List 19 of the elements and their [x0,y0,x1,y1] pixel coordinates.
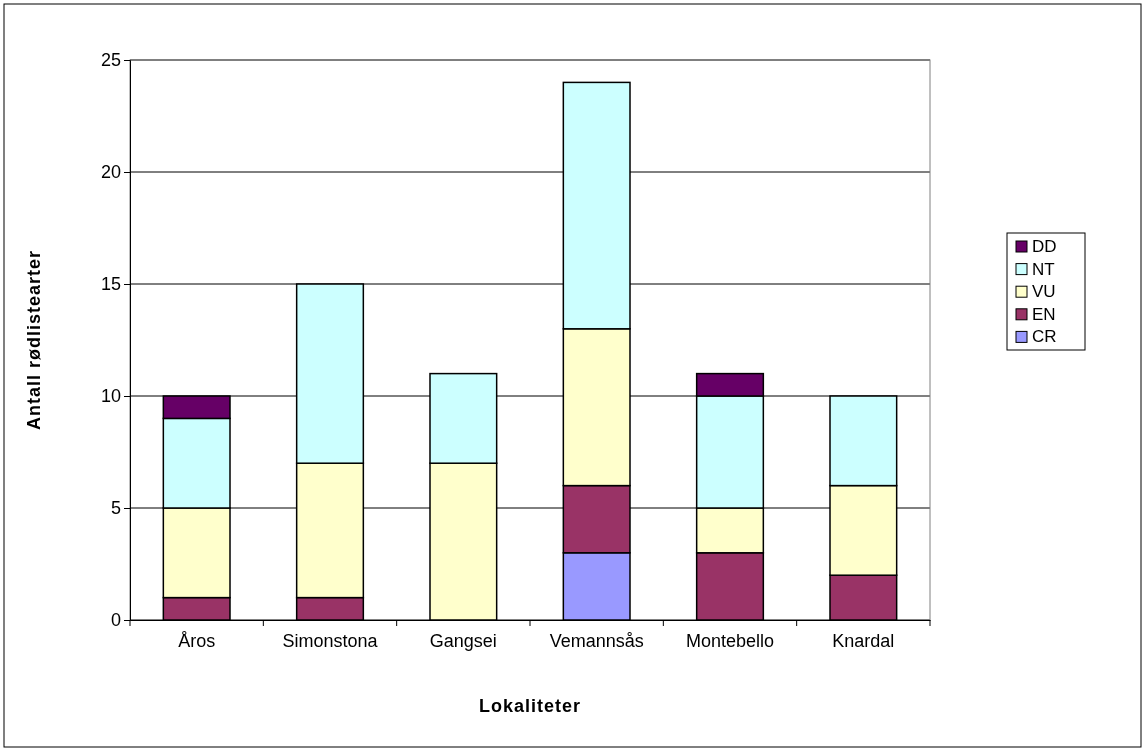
legend-label: DD [1032,237,1057,256]
x-tick-label: Åros [178,630,216,651]
y-tick-label: 5 [110,498,121,519]
x-axis-title: Lokaliteter [478,696,582,716]
y-tick-label: 10 [100,386,121,407]
legend-label: VU [1032,282,1056,302]
x-tick-label: Gangsei [429,630,497,651]
y-axis-title: Antall rødlistearter [24,249,44,431]
x-tick-label: Knardal [832,630,895,651]
legend-label: EN [1032,304,1056,324]
y-tick-label: 0 [110,610,121,631]
legend-label: CR [1032,327,1057,347]
y-tick-label: 15 [100,274,121,295]
x-tick-label: Simonstona [282,630,379,651]
x-tick-label: Vemannsås [549,630,644,651]
x-tick-label: Montebello [685,630,775,651]
y-tick-label: 25 [100,50,121,71]
y-tick-label: 20 [100,162,121,183]
legend-label: NT [1032,259,1055,279]
